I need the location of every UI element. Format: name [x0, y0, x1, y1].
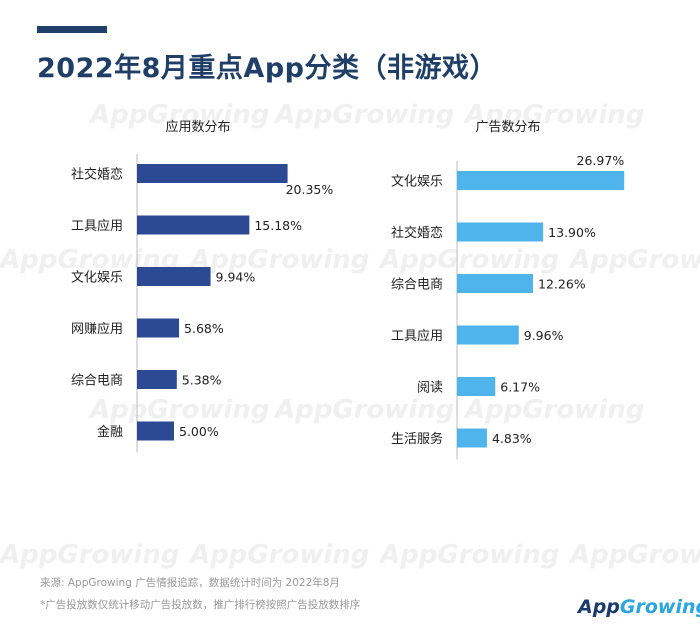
category-label: 网赚应用	[71, 321, 123, 337]
data-label: 6.17%	[500, 380, 540, 395]
bar-apps	[137, 215, 250, 235]
watermark: AppGrowing	[90, 395, 270, 425]
data-label: 9.94%	[216, 270, 256, 285]
category-label: 综合电商	[391, 278, 443, 293]
data-label: 5.00%	[179, 424, 219, 439]
data-label: 26.97%	[577, 153, 625, 168]
category-label: 工具应用	[71, 218, 123, 234]
data-label: 9.96%	[524, 328, 564, 343]
data-label: 5.68%	[184, 321, 224, 336]
category-label: 阅读	[417, 381, 443, 396]
category-label: 工具应用	[391, 328, 443, 344]
bar-ads	[457, 428, 487, 448]
logo-text-growing: Growing	[619, 596, 700, 618]
bar-apps	[137, 164, 288, 183]
watermark: AppGrowing	[90, 100, 270, 130]
title-accent-bar	[37, 26, 107, 33]
data-label: 13.90%	[548, 225, 596, 240]
logo-text-app: App	[578, 596, 620, 618]
watermark: AppGrowing	[380, 245, 560, 275]
watermark: AppGrowing	[465, 395, 645, 425]
watermark: AppGrowing	[570, 245, 700, 275]
watermark: AppGrowing	[0, 540, 180, 570]
category-label: 社交婚恋	[391, 225, 443, 241]
category-label: 金融	[97, 424, 123, 440]
bar-ads	[457, 171, 625, 190]
page-title: 2022年8月重点App分类（非游戏）	[37, 53, 497, 84]
category-label: 文化娱乐	[71, 271, 123, 286]
watermark: AppGrowing	[465, 100, 645, 130]
category-label: 生活服务	[391, 431, 443, 447]
bar-ads	[457, 325, 519, 345]
category-label: 社交婚恋	[71, 167, 123, 183]
watermark: AppGrowing	[380, 540, 560, 570]
watermark: AppGrowing	[570, 540, 700, 570]
bar-ads	[457, 222, 544, 242]
watermark: AppGrowing	[275, 395, 455, 425]
data-label: 5.38%	[182, 373, 222, 388]
chart-title-ads: 广告数分布	[475, 120, 540, 135]
watermark: AppGrowing	[190, 540, 370, 570]
chart-title-apps: 应用数分布	[165, 119, 230, 135]
bar-apps	[137, 421, 174, 441]
bar-apps	[137, 370, 177, 389]
bar-ads	[457, 377, 496, 396]
bar-ads	[457, 274, 534, 293]
watermark: AppGrowing	[275, 100, 455, 130]
appgrowing-logo: AppGrowing	[578, 596, 700, 618]
watermark: AppGrowing	[190, 245, 370, 275]
data-label: 4.83%	[492, 431, 532, 446]
data-label: 15.18%	[254, 218, 302, 233]
data-label: 20.35%	[286, 182, 334, 197]
source-note: 来源: AppGrowing 广告情报追踪，数据统计时间为 2022年8月	[40, 577, 340, 589]
bar-apps	[137, 318, 180, 338]
bar-apps	[137, 267, 211, 286]
footnote: *广告投放数仅统计移动广告投放数，推广排行榜按照广告投放数排序	[40, 599, 361, 611]
category-label: 综合电商	[71, 374, 123, 389]
category-label: 文化娱乐	[391, 175, 443, 190]
data-label: 12.26%	[538, 277, 586, 292]
